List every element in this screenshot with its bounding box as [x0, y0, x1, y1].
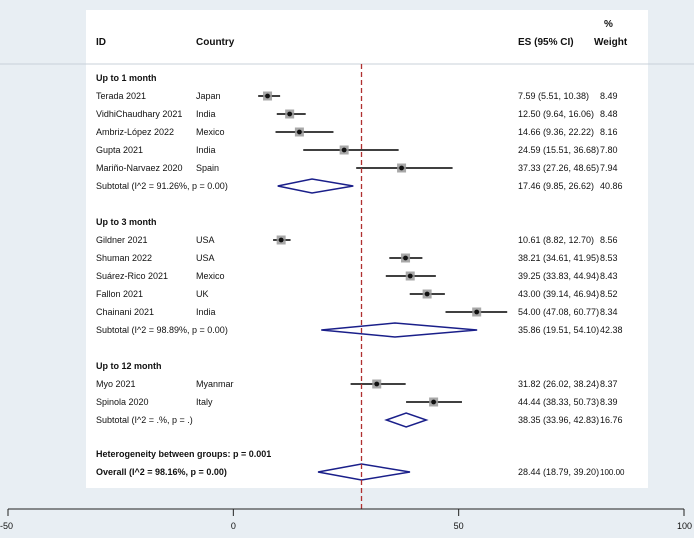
study-country: India [196, 109, 216, 119]
study-id: Suárez-Rico 2021 [96, 271, 168, 281]
x-axis: -50 0 50 100 [0, 509, 692, 531]
study-weight: 8.39 [600, 397, 618, 407]
study-es: 44.44 (38.33, 50.73) [518, 397, 599, 407]
overall-diamond [317, 463, 411, 481]
plot-panel [86, 10, 648, 488]
point-estimate [399, 165, 404, 171]
group-label: Up to 3 month [96, 217, 157, 227]
study-es: 10.61 (8.82, 12.70) [518, 235, 594, 245]
study-es: 38.21 (34.61, 41.95) [518, 253, 599, 263]
x-tick-label: -50 [0, 521, 13, 531]
point-estimate [341, 147, 347, 153]
study-es: 31.82 (26.02, 38.24) [518, 379, 599, 389]
subtotal-weight: 40.86 [600, 181, 623, 191]
study-weight: 8.48 [600, 109, 618, 119]
study-id: VidhiChaudhary 2021 [96, 109, 182, 119]
subtotal-weight: 16.76 [600, 415, 623, 425]
study-id: Terada 2021 [96, 91, 146, 101]
study-es: 54.00 (47.08, 60.77) [518, 307, 599, 317]
point-estimate [424, 291, 430, 297]
subtotal-diamond [277, 178, 354, 194]
study-id: Gupta 2021 [96, 145, 143, 155]
point-estimate [278, 237, 284, 243]
heterogeneity-label: Heterogeneity between groups: p = 0.001 [96, 449, 271, 459]
study-weight: 7.80 [600, 145, 618, 155]
header-weight: Weight [594, 37, 628, 48]
subtotal-es: 38.35 (33.96, 42.83) [518, 415, 599, 425]
study-es: 37.33 (27.26, 48.65) [518, 163, 599, 173]
point-estimate [403, 255, 408, 261]
study-es: 7.59 (5.51, 10.38) [518, 91, 589, 101]
study-country: USA [196, 235, 215, 245]
header-country: Country [196, 37, 235, 48]
point-estimate [265, 93, 270, 99]
study-country: Myanmar [196, 379, 234, 389]
study-id: Spinola 2020 [96, 397, 149, 407]
x-tick-label: 100 [677, 521, 692, 531]
study-weight: 8.43 [600, 271, 618, 281]
header-id: ID [96, 37, 106, 48]
study-es: 14.66 (9.36, 22.22) [518, 127, 594, 137]
forest-rows: Up to 1 month Terada 2021 Japan 7.59 (5.51,… [96, 64, 625, 509]
study-weight: 8.16 [600, 127, 618, 137]
study-id: Mariño-Narvaez 2020 [96, 163, 183, 173]
header-es: ES (95% CI) [518, 37, 574, 48]
study-country: Italy [196, 397, 213, 407]
point-estimate [407, 273, 413, 279]
x-tick-label: 0 [231, 521, 236, 531]
study-country: USA [196, 253, 215, 263]
study-weight: 8.56 [600, 235, 618, 245]
subtotal-diamond [384, 412, 429, 428]
study-weight: 8.49 [600, 91, 618, 101]
subtotal-label: Subtotal (I^2 = .%, p = .) [96, 415, 193, 425]
point-estimate [287, 111, 293, 117]
study-country: India [196, 307, 216, 317]
study-country: Mexico [196, 127, 225, 137]
overall-es: 28.44 (18.79, 39.20) [518, 467, 599, 477]
x-tick-label: 50 [454, 521, 464, 531]
study-weight: 8.34 [600, 307, 618, 317]
study-country: Japan [196, 91, 221, 101]
study-id: Fallon 2021 [96, 289, 143, 299]
subtotal-diamond [321, 322, 478, 338]
point-estimate [474, 309, 480, 315]
overall-weight: 100.00 [600, 468, 625, 477]
header-band [86, 10, 648, 62]
study-country: UK [196, 289, 209, 299]
group-label: Up to 1 month [96, 73, 157, 83]
point-estimate [297, 129, 302, 135]
subtotal-weight: 42.38 [600, 325, 623, 335]
study-weight: 8.37 [600, 379, 618, 389]
study-weight: 8.52 [600, 289, 618, 299]
header-weight-pct: % [604, 19, 613, 30]
study-country: India [196, 145, 216, 155]
overall-label: Overall (I^2 = 98.16%, p = 0.00) [96, 467, 227, 477]
study-id: Chainani 2021 [96, 307, 154, 317]
study-es: 24.59 (15.51, 36.68) [518, 145, 599, 155]
subtotal-label: Subtotal (I^2 = 98.89%, p = 0.00) [96, 325, 228, 335]
study-weight: 7.94 [600, 163, 618, 173]
point-estimate [431, 399, 437, 405]
study-id: Gildner 2021 [96, 235, 148, 245]
study-es: 43.00 (39.14, 46.94) [518, 289, 599, 299]
group-label: Up to 12 month [96, 361, 162, 371]
subtotal-es: 17.46 (9.85, 26.62) [518, 181, 594, 191]
study-es: 39.25 (33.83, 44.94) [518, 271, 599, 281]
study-country: Spain [196, 163, 219, 173]
study-es: 12.50 (9.64, 16.06) [518, 109, 594, 119]
study-country: Mexico [196, 271, 225, 281]
point-estimate [374, 381, 380, 387]
subtotal-label: Subtotal (I^2 = 91.26%, p = 0.00) [96, 181, 228, 191]
study-id: Ambriz-López 2022 [96, 127, 174, 137]
study-id: Myo 2021 [96, 379, 136, 389]
study-weight: 8.53 [600, 253, 618, 263]
study-id: Shuman 2022 [96, 253, 152, 263]
subtotal-es: 35.86 (19.51, 54.10) [518, 325, 599, 335]
